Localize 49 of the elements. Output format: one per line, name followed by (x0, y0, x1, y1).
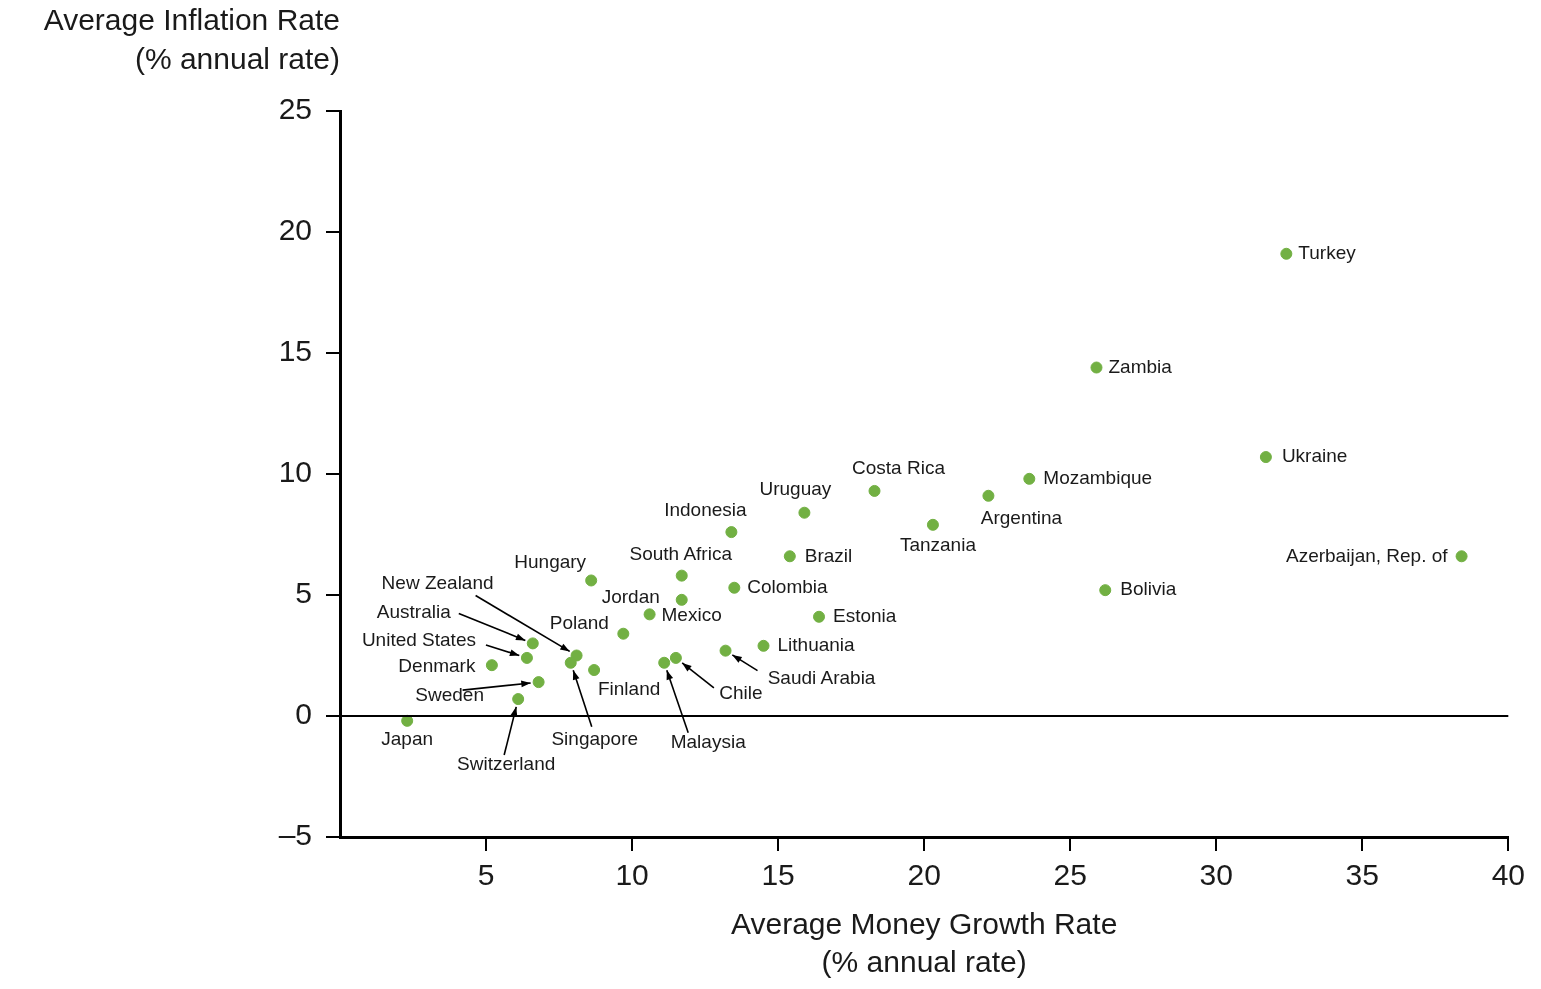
annotation: Colombia (747, 575, 828, 597)
x-tick-label: 25 (1053, 858, 1087, 892)
annotation: Japan (381, 728, 434, 750)
x-tick-label: 40 (1491, 858, 1525, 892)
annotation: Poland (549, 611, 609, 633)
y-axis-title: Average Inflation Rate (% annual rate) (43, 3, 340, 76)
annotation: Costa Rica (852, 457, 946, 479)
annotation: Jordan (601, 586, 660, 608)
annotation: Azerbaijan, Rep. of (1285, 544, 1449, 566)
x-tick-label: 30 (1199, 858, 1233, 892)
annotation: Indonesia (664, 499, 748, 521)
annotation: Zambia (1108, 355, 1173, 377)
x-tick-label: 10 (615, 858, 649, 892)
annotation: South Africa (629, 542, 733, 564)
x-tick-label: 20 (907, 858, 941, 892)
y-tick-label: 10 (278, 455, 312, 489)
x-tick-label: 15 (761, 858, 795, 892)
annotation: Saudi Arabia (767, 666, 876, 688)
annotation: Argentina (980, 507, 1063, 529)
annotation: Uruguay (759, 477, 832, 499)
annotation: Denmark (398, 655, 476, 677)
y-tick-label: 15 (278, 334, 312, 368)
annotation: Sweden (415, 684, 484, 706)
annotation: Tanzania (899, 534, 977, 556)
y-tick-label: 25 (278, 92, 312, 126)
y-tick-label: –5 (278, 818, 312, 852)
x-axis-title: Average Money Growth Rate (% annual rate) (731, 907, 1118, 979)
annotation: Brazil (804, 544, 853, 566)
annotation: Bolivia (1120, 578, 1177, 600)
annotation: Estonia (833, 605, 897, 627)
y-tick-label: 20 (278, 213, 312, 247)
x-tick-label: 35 (1345, 858, 1379, 892)
annotation: Chile (719, 682, 763, 704)
annotation: Mozambique (1043, 467, 1153, 489)
annotation: Ukraine (1281, 445, 1348, 467)
annotation: Turkey (1298, 242, 1357, 264)
y-tick-label: 0 (295, 697, 312, 731)
annotation: Lithuania (777, 634, 856, 656)
annotation: Hungary (514, 550, 587, 572)
annotation: New Zealand (381, 571, 494, 593)
annotation: Malaysia (670, 730, 747, 752)
annotation: Singapore (551, 727, 639, 749)
x-tick-label: 5 (477, 858, 495, 892)
annotation: Finland (597, 678, 661, 700)
annotation: United States (361, 629, 476, 651)
annotation: Mexico (661, 603, 722, 625)
annotation: Switzerland (457, 753, 556, 775)
y-tick-label: 5 (295, 576, 312, 610)
annotation: Australia (376, 600, 452, 622)
